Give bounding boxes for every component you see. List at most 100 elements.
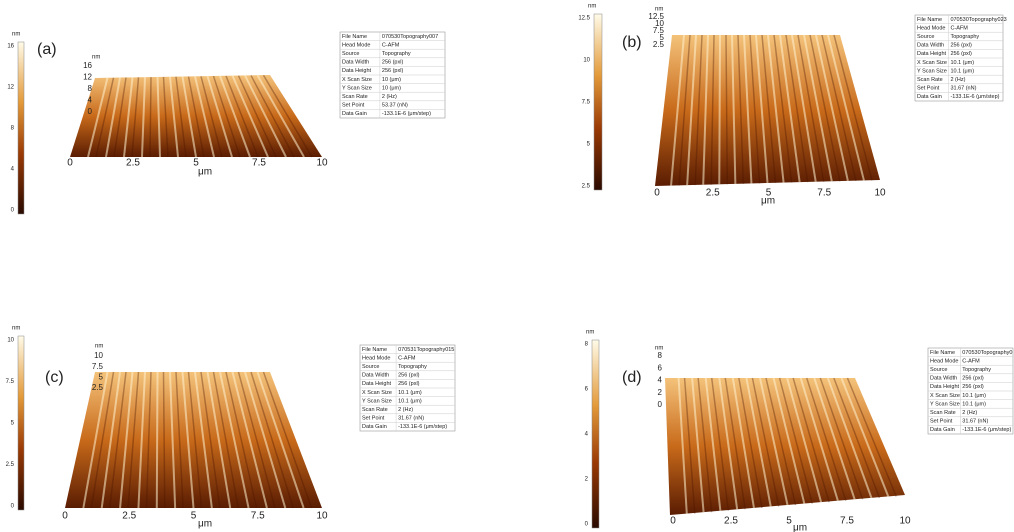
panel-label: (d) bbox=[622, 369, 642, 386]
info-key: Scan Rate bbox=[342, 94, 368, 100]
colorbar-tick-label: 7.5 bbox=[6, 379, 15, 385]
z-tick-label: 2.5 bbox=[653, 40, 665, 49]
x-tick-label: 0 bbox=[654, 188, 660, 199]
info-value: 10.1 (μm) bbox=[962, 393, 986, 399]
info-value: 256 (pxl) bbox=[962, 384, 984, 390]
info-value: Topography bbox=[962, 367, 991, 373]
z-tick-label: 4 bbox=[658, 376, 663, 385]
info-key: Data Height bbox=[342, 68, 372, 74]
info-key: Data Gain bbox=[362, 424, 387, 430]
info-key: Source bbox=[930, 367, 947, 373]
z-tick-label: 5 bbox=[99, 372, 104, 381]
info-key: Scan Rate bbox=[930, 410, 956, 416]
x-tick-label: 10 bbox=[316, 511, 328, 522]
x-tick-label: 2.5 bbox=[706, 188, 720, 199]
z-tick-label: 12 bbox=[83, 73, 92, 82]
info-value: Topography bbox=[950, 34, 979, 40]
x-tick-label: 2.5 bbox=[126, 158, 140, 169]
x-tick-label: 0 bbox=[67, 158, 73, 169]
info-value: -133.1E-6 (μm/step) bbox=[398, 424, 447, 430]
colorbar-tick-label: 4 bbox=[585, 432, 589, 438]
info-key: Y Scan Size bbox=[917, 68, 947, 74]
colorbar bbox=[592, 340, 599, 528]
info-value: 2 (Hz) bbox=[962, 410, 977, 416]
x-tick-label: 7.5 bbox=[817, 188, 831, 199]
info-key: Y Scan Size bbox=[930, 401, 960, 407]
z-tick-label: 4 bbox=[88, 96, 93, 105]
info-value: -133.1E-6 (μm/step) bbox=[950, 94, 999, 100]
surface-ridge bbox=[157, 372, 158, 508]
info-key: Data Gain bbox=[917, 94, 942, 100]
info-value: 2 (Hz) bbox=[382, 94, 397, 100]
figure: nm1612840(a)nm161284002.557.510μmFile Na… bbox=[0, 0, 1014, 532]
z-tick-label: 8 bbox=[658, 351, 663, 360]
info-key: Data Height bbox=[917, 51, 947, 57]
x-tick-label: 10 bbox=[316, 158, 328, 169]
colorbar-tick-label: 16 bbox=[7, 44, 14, 50]
x-tick-label: 2.5 bbox=[122, 511, 136, 522]
info-key: Head Mode bbox=[917, 25, 945, 31]
x-tick-label: 0 bbox=[62, 511, 68, 522]
x-axis-unit: μm bbox=[198, 519, 212, 530]
x-tick-label: 10 bbox=[874, 188, 886, 199]
info-value: 10.1 (μm) bbox=[398, 398, 422, 404]
z-tick-label: 16 bbox=[83, 61, 92, 70]
colorbar-tick-label: 8 bbox=[585, 342, 589, 348]
z-axis-unit: nm bbox=[92, 55, 100, 61]
info-key: Scan Rate bbox=[362, 407, 388, 413]
colorbar-tick-label: 7.5 bbox=[582, 100, 591, 106]
info-value: 10.1 (μm) bbox=[398, 390, 422, 396]
info-key: X Scan Size bbox=[342, 77, 372, 83]
colorbar-tick-label: 8 bbox=[11, 126, 15, 132]
z-tick-label: 0 bbox=[88, 107, 93, 116]
info-key: Y Scan Size bbox=[362, 398, 392, 404]
z-tick-label: 2 bbox=[658, 388, 663, 397]
info-value: 10 (μm) bbox=[382, 85, 401, 91]
info-key: Data Height bbox=[362, 381, 392, 387]
colorbar-tick-label: 12.5 bbox=[578, 16, 590, 22]
x-tick-label: 5 bbox=[786, 516, 792, 527]
info-key: File Name bbox=[362, 347, 387, 353]
z-tick-label: 10 bbox=[94, 351, 103, 360]
info-value: C-AFM bbox=[950, 25, 968, 31]
colorbar bbox=[18, 336, 24, 510]
panel-label: (b) bbox=[622, 34, 642, 51]
colorbar bbox=[594, 14, 602, 190]
x-axis-unit: μm bbox=[761, 196, 775, 207]
info-value: 10.1 (μm) bbox=[950, 60, 974, 66]
info-key: Data Gain bbox=[342, 111, 367, 117]
panel: nm12.5107.552.5(b)nm12.5107.552.502.557.… bbox=[578, 4, 1006, 207]
info-key: X Scan Size bbox=[917, 60, 947, 66]
info-value: 53.37 (nN) bbox=[382, 103, 408, 109]
x-axis-unit: μm bbox=[793, 523, 807, 532]
panel-label: (a) bbox=[37, 41, 57, 58]
info-value: 070530Topography0 bbox=[962, 350, 1012, 356]
info-key: Y Scan Size bbox=[342, 85, 372, 91]
colorbar-tick-label: 10 bbox=[7, 338, 14, 344]
x-tick-label: 7.5 bbox=[840, 516, 854, 527]
info-key: Head Mode bbox=[930, 358, 958, 364]
info-value: 31.67 (nN) bbox=[398, 416, 424, 422]
info-key: Set Point bbox=[930, 419, 953, 425]
info-key: Source bbox=[362, 364, 379, 370]
info-value: C-AFM bbox=[962, 358, 980, 364]
x-tick-label: 2.5 bbox=[724, 516, 738, 527]
colorbar-tick-label: 5 bbox=[11, 421, 15, 427]
z-tick-label: 8 bbox=[88, 84, 93, 93]
colorbar bbox=[18, 42, 24, 214]
colorbar-tick-label: 2.5 bbox=[6, 462, 15, 468]
colorbar-tick-label: 12 bbox=[7, 85, 14, 91]
info-key: X Scan Size bbox=[362, 390, 392, 396]
info-key: Data Height bbox=[930, 384, 960, 390]
colorbar-tick-label: 6 bbox=[585, 387, 589, 393]
colorbar-tick-label: 5 bbox=[587, 142, 591, 148]
panel: nm86420(d)nm8642002.557.510μmFile Name07… bbox=[585, 330, 1013, 532]
info-value: 2 (Hz) bbox=[398, 407, 413, 413]
info-value: -133.1E-6 (μm/step) bbox=[962, 427, 1011, 433]
colorbar-unit: nm bbox=[12, 326, 20, 332]
info-value: 256 (pxl) bbox=[950, 51, 972, 57]
info-value: 256 (pxl) bbox=[398, 381, 420, 387]
info-key: Data Width bbox=[342, 60, 369, 66]
